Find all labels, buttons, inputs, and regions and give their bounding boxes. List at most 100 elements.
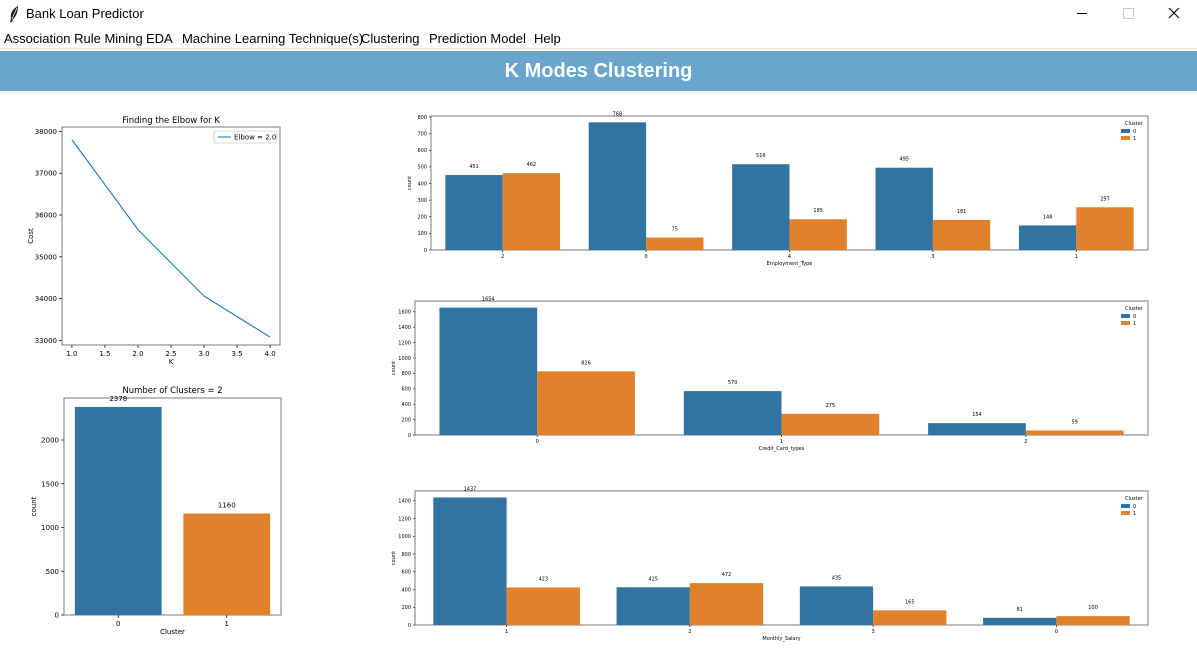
x-tick-label: 0 <box>116 620 120 628</box>
menu-clustering[interactable]: Clustering <box>361 31 420 46</box>
bar-value-label: 495 <box>899 157 909 163</box>
bar-3-cluster-1 <box>932 219 991 250</box>
legend-swatch-1 <box>1121 136 1130 140</box>
y-tick-label: 0 <box>408 433 411 439</box>
y-tick-label: 0 <box>424 248 427 254</box>
bar-value-label: 472 <box>722 572 732 578</box>
legend-label: 1 <box>1133 136 1136 142</box>
y-tick-label: 200 <box>401 605 411 611</box>
bar-0-cluster-0 <box>588 122 647 250</box>
x-tick-label: 1 <box>225 620 229 628</box>
bar-value-label: 148 <box>1043 214 1053 220</box>
y-tick-label: 1500 <box>41 480 59 488</box>
legend-label: 1 <box>1133 321 1136 327</box>
legend-title: Cluster <box>1125 306 1144 312</box>
legend-label: Elbow = 2.0 <box>234 134 276 142</box>
y-tick-label: 500 <box>417 165 427 171</box>
maximize-icon <box>1123 8 1134 19</box>
close-button[interactable] <box>1151 0 1197 28</box>
maximize-button[interactable] <box>1105 0 1151 28</box>
bar-value-label: 154 <box>972 412 982 418</box>
x-tick-label: 1 <box>780 439 783 445</box>
y-tick-label: 400 <box>401 587 411 593</box>
bar-value-label: 257 <box>1100 196 1110 202</box>
bar-value-label: 462 <box>527 162 537 168</box>
minimize-button[interactable] <box>1059 0 1105 28</box>
bar-2-cluster-1 <box>1025 430 1124 435</box>
bar-value-label: 75 <box>672 227 678 233</box>
y-axis-label: count <box>407 176 413 190</box>
bar-value-label: 451 <box>469 164 479 170</box>
legend-swatch-1 <box>1121 321 1130 325</box>
bar-value-label: 1437 <box>464 486 477 492</box>
y-tick-label: 1200 <box>398 516 411 522</box>
x-tick-label: 2 <box>501 254 504 260</box>
y-tick-label: 1000 <box>41 524 59 532</box>
y-tick-label: 600 <box>417 148 427 154</box>
close-icon <box>1168 7 1180 19</box>
bar-value-label: 516 <box>756 153 766 159</box>
bar-2-cluster-0 <box>616 587 690 625</box>
bar-value-label: 181 <box>957 209 967 215</box>
y-tick-label: 35000 <box>35 253 57 261</box>
legend-swatch-0 <box>1121 314 1130 318</box>
plot-frame <box>61 126 281 346</box>
bar-value-label: 826 <box>581 360 591 366</box>
y-tick-label: 2000 <box>41 437 59 445</box>
x-tick-label: 2 <box>1024 439 1027 445</box>
bar-0-cluster-1 <box>537 371 635 435</box>
menu-eda[interactable]: EDA <box>146 31 173 46</box>
menu-association-rule-mining[interactable]: Association Rule Mining <box>4 31 143 46</box>
bar-1-cluster-0 <box>433 497 507 625</box>
y-tick-label: 200 <box>401 417 411 423</box>
x-tick-label: 0 <box>1055 629 1058 635</box>
employment-type-chart: 0 100 200 300 400 500 600 700 800 451 462 2 768 75 0 51… <box>407 111 1149 267</box>
bar-0-cluster-0 <box>983 617 1057 625</box>
bar-cluster-1 <box>183 513 271 615</box>
legend-title: Cluster <box>1125 121 1144 127</box>
y-axis-label: count <box>391 551 397 565</box>
bar-4-cluster-0 <box>732 164 790 250</box>
bar-value-label: 2378 <box>109 395 127 403</box>
y-tick-label: 600 <box>401 387 411 393</box>
chart-title: Finding the Elbow for K <box>122 116 220 126</box>
elbow-line <box>71 139 271 338</box>
x-tick-label: 2 <box>688 629 691 635</box>
bar-value-label: 768 <box>613 111 623 117</box>
y-tick-label: 1200 <box>398 340 411 346</box>
bar-3-cluster-0 <box>799 586 874 625</box>
x-tick-label: 3 <box>931 254 934 260</box>
x-tick-label: 1 <box>1075 254 1078 260</box>
monthly-salary-chart: 0200400600800100012001400143742314254722… <box>391 486 1149 642</box>
feather-icon <box>10 6 18 22</box>
bar-2-cluster-0 <box>928 423 1026 435</box>
x-tick-label: 3 <box>872 629 875 635</box>
menu-prediction-model[interactable]: Prediction Model <box>429 31 526 46</box>
bar-2-cluster-1 <box>502 173 561 250</box>
window-title: Bank Loan Predictor <box>26 6 144 21</box>
x-tick-label: 4 <box>788 254 791 260</box>
legend-swatch-0 <box>1121 129 1130 133</box>
bar-1-cluster-0 <box>1018 225 1077 250</box>
bar-2-cluster-0 <box>445 175 503 250</box>
x-axis-label: Monthly_Salary <box>762 636 800 642</box>
x-axis-label: Credit_Card_types <box>759 446 805 452</box>
y-tick-label: 1000 <box>398 534 411 540</box>
legend-swatch-1 <box>1121 511 1130 515</box>
legend-label: 0 <box>1133 504 1136 510</box>
bar-value-label: 570 <box>728 380 738 386</box>
x-tick-label: 0 <box>536 439 539 445</box>
y-tick-label: 100 <box>417 231 427 237</box>
bar-value-label: 59 <box>1072 419 1078 425</box>
y-tick-label: 0 <box>55 612 59 620</box>
x-tick-label: 1.0 <box>66 350 77 358</box>
y-tick-label: 600 <box>401 570 411 576</box>
menu-help[interactable]: Help <box>534 31 561 46</box>
x-axis-label: K <box>169 358 174 366</box>
legend-title: Cluster <box>1125 496 1144 502</box>
bar-1-cluster-0 <box>683 391 782 435</box>
bar-value-label: 1160 <box>218 502 236 510</box>
menu-machine-learning[interactable]: Machine Learning Technique(s) <box>182 31 364 46</box>
x-tick-label: 3.5 <box>231 350 242 358</box>
x-tick-label: 2.5 <box>165 350 176 358</box>
